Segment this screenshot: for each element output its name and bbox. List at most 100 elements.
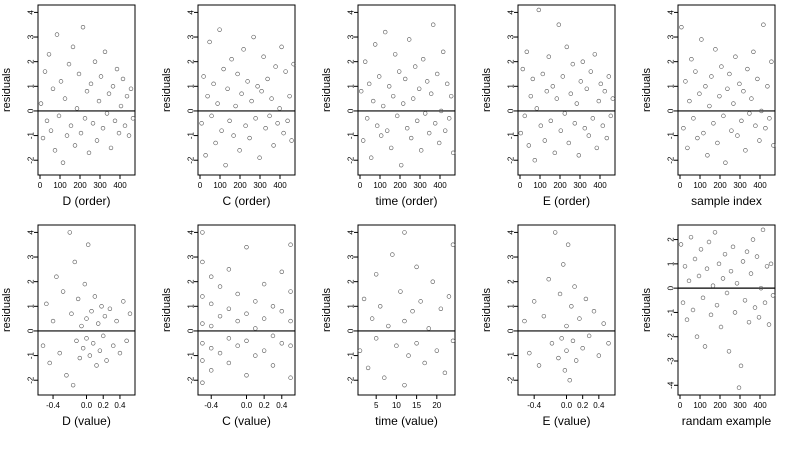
panel-5: 0 100 200 300 400 -2 -1 0 1 2 3 4 sample index residu…: [641, 4, 776, 208]
data-point: [402, 230, 407, 235]
y-tick-label: -1: [187, 351, 196, 359]
data-point: [419, 148, 424, 153]
data-point: [564, 323, 569, 329]
data-point: [732, 310, 738, 315]
data-point: [82, 116, 88, 121]
data-point: [425, 79, 430, 84]
data-point: [693, 69, 698, 74]
y-tick-label: 3: [507, 34, 516, 39]
data-point: [557, 291, 563, 297]
data-point: [270, 304, 276, 309]
data-point: [209, 345, 214, 351]
data-point: [714, 302, 720, 308]
data-point: [536, 7, 541, 13]
data-point: [567, 378, 572, 383]
data-point: [527, 350, 532, 356]
x-axis-label: time (value): [375, 414, 438, 428]
data-point: [108, 145, 114, 151]
panel-9: -0.4 0.0 0.2 0.4 -2 -1 0 1 2 3 4 E (value) residuals: [481, 224, 616, 428]
y-tick-label: 3: [187, 254, 196, 259]
data-point: [610, 96, 615, 101]
data-point: [285, 118, 290, 123]
data-point: [102, 313, 108, 319]
y-tick-label: 3: [187, 34, 196, 39]
y-tick-label: 4: [27, 230, 36, 235]
x-tick-label: 0: [518, 181, 523, 190]
y-tick-label: 2: [667, 59, 676, 64]
panel-8: 5 10 15 20 -2 -1 0 1 2 3 4 time (value) residuals: [321, 224, 456, 428]
y-tick-label: 0: [507, 328, 516, 333]
plot-frame: [677, 224, 776, 396]
data-point: [748, 271, 754, 276]
data-point: [199, 121, 204, 126]
data-point: [373, 336, 379, 341]
data-point: [532, 158, 537, 163]
data-point: [564, 348, 569, 353]
x-tick-label: 400: [113, 181, 127, 190]
data-point: [393, 52, 398, 57]
y-tick-label: 2: [347, 279, 356, 284]
data-point: [381, 103, 386, 109]
y-axis-label: residuals: [161, 67, 173, 112]
x-tick-label: 0: [198, 181, 203, 190]
data-point: [100, 125, 106, 131]
data-point: [98, 74, 104, 79]
data-point: [736, 385, 742, 390]
plot-frame: [197, 4, 296, 176]
data-point: [759, 108, 764, 114]
x-tick-label: 0.4: [276, 401, 288, 410]
data-point: [207, 39, 212, 45]
data-point: [74, 106, 80, 111]
data-point: [414, 264, 419, 270]
data-point: [261, 281, 267, 287]
data-point: [719, 64, 724, 69]
data-point: [768, 261, 774, 267]
data-point: [721, 113, 726, 119]
x-tick-label: 300: [413, 181, 427, 190]
data-point: [390, 252, 395, 257]
data-point: [397, 69, 402, 74]
data-point: [752, 305, 758, 310]
data-point: [72, 259, 77, 265]
data-point: [528, 93, 533, 99]
data-point: [371, 98, 376, 104]
data-point: [255, 84, 260, 89]
data-point: [731, 101, 736, 106]
x-tick-label: 200: [713, 181, 727, 190]
data-point: [680, 300, 686, 305]
data-point: [445, 81, 450, 87]
data-point: [530, 76, 535, 82]
y-tick-label: 0: [507, 108, 516, 113]
plot-frame: [37, 224, 136, 396]
data-point: [590, 116, 595, 121]
data-point: [382, 375, 387, 380]
data-point: [728, 268, 734, 274]
data-point: [288, 318, 293, 324]
data-point: [209, 301, 214, 307]
x-tick-label: 100: [53, 181, 67, 190]
data-point: [90, 341, 96, 346]
data-point: [562, 368, 568, 373]
data-point: [209, 274, 214, 279]
x-axis-label: randam example: [682, 414, 772, 428]
data-point: [771, 143, 776, 148]
y-tick-label: 4: [347, 10, 356, 15]
data-point: [565, 242, 571, 247]
data-point: [120, 76, 126, 82]
data-point: [591, 309, 597, 314]
data-point: [96, 321, 101, 326]
y-tick-label: 1: [347, 84, 356, 89]
y-tick-label: 1: [507, 84, 516, 89]
data-point: [69, 311, 74, 316]
data-point: [62, 96, 68, 101]
data-point: [221, 66, 226, 72]
data-point: [681, 125, 686, 131]
y-tick-label: -2: [347, 376, 356, 384]
y-tick-label: 2: [507, 59, 516, 64]
data-point: [373, 272, 379, 277]
x-tick-label: 0: [678, 181, 683, 190]
data-point: [243, 123, 248, 128]
data-point: [124, 338, 129, 343]
x-tick-label: 200: [713, 401, 727, 410]
data-point: [244, 373, 249, 378]
